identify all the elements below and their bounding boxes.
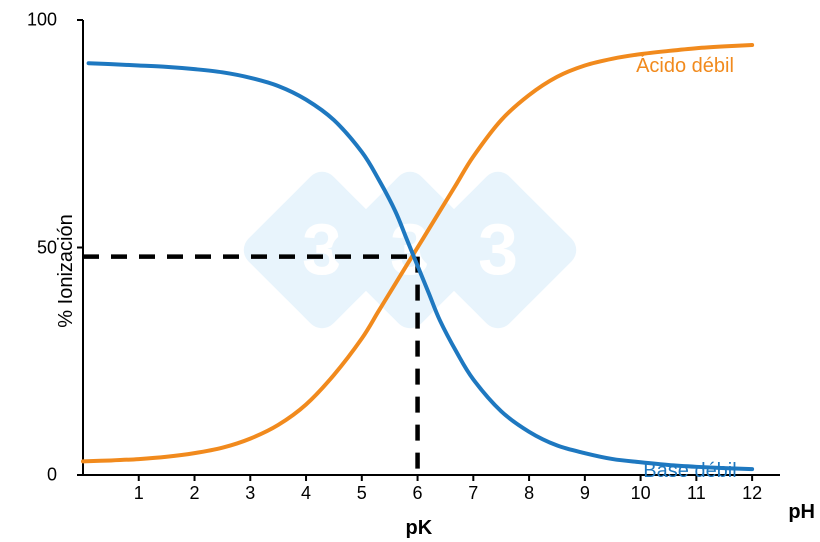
series-label-acido_debil: Ácido débil [636, 55, 734, 78]
x-tick-label: 10 [631, 483, 651, 504]
x-tick-label: 1 [134, 483, 144, 504]
pk-label: pK [406, 517, 433, 540]
x-tick-label: 7 [468, 483, 478, 504]
x-tick-label: 3 [245, 483, 255, 504]
x-tick-label: 11 [687, 483, 706, 504]
x-tick-label: 5 [357, 483, 367, 504]
chart-container [65, 15, 785, 495]
x-tick-label: 4 [301, 483, 311, 504]
x-tick-label: 2 [190, 483, 200, 504]
y-tick-label: 100 [17, 10, 57, 31]
x-axis-label: pH [788, 501, 815, 524]
series-label-base_debil: Base débil [643, 460, 736, 483]
chart-svg [65, 15, 785, 495]
x-tick-label: 9 [580, 483, 590, 504]
y-tick-label: 0 [17, 465, 57, 486]
x-tick-label: 6 [413, 483, 423, 504]
x-tick-label: 12 [742, 483, 762, 504]
x-tick-label: 8 [524, 483, 534, 504]
series-line-base_debil [89, 63, 753, 469]
y-tick-label: 50 [17, 237, 57, 258]
